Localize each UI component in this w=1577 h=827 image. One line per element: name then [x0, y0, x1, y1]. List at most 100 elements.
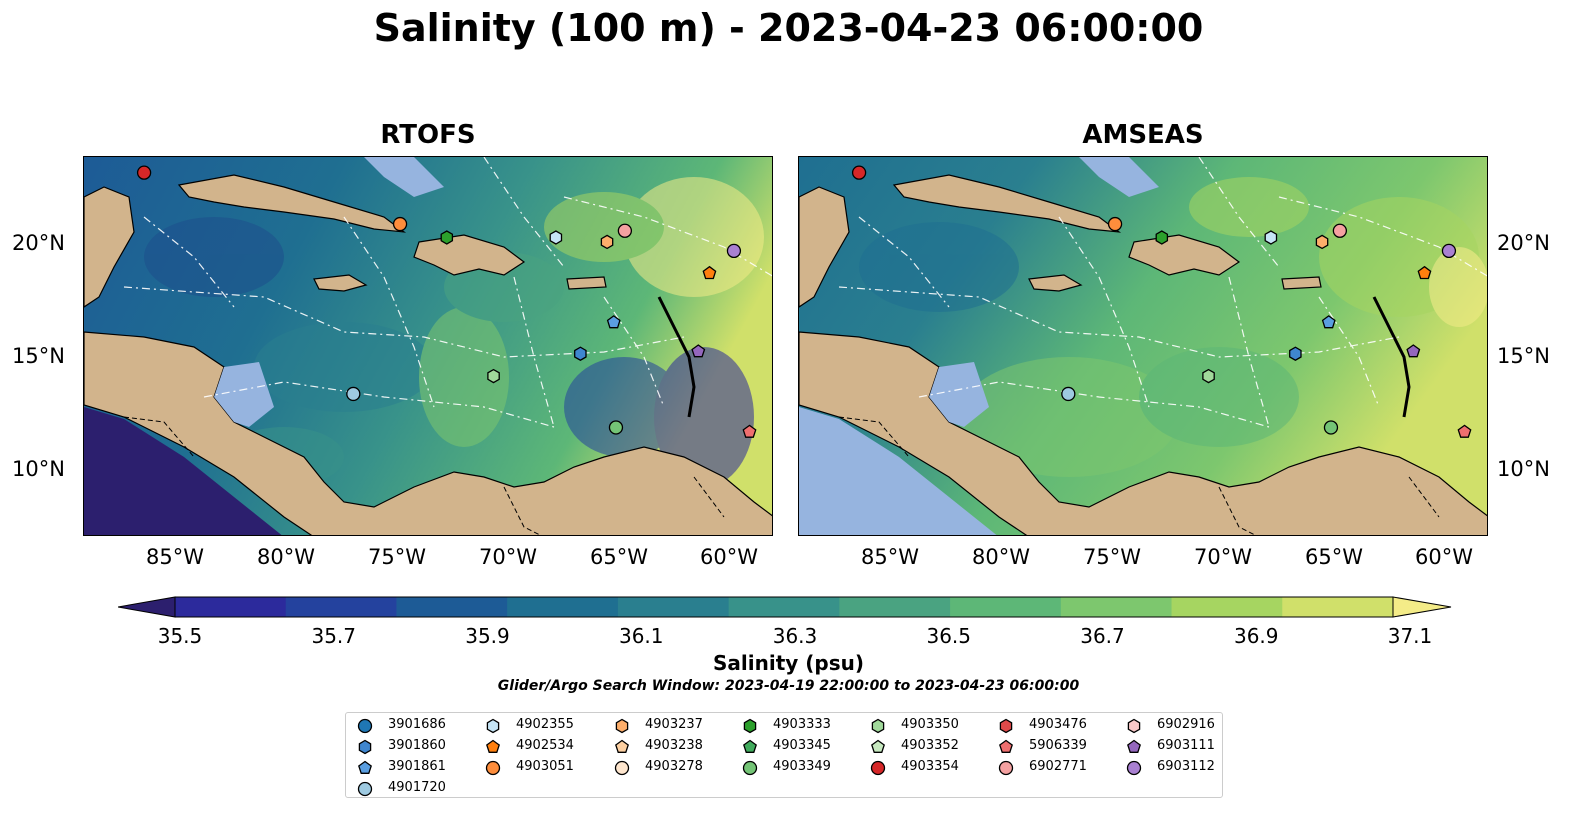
colorbar-segment: [285, 597, 397, 617]
y-tick-label-right: 10°N: [1497, 457, 1550, 481]
float-marker-4903349: [1323, 420, 1339, 435]
figure-title: Salinity (100 m) - 2023-04-23 06:00:00: [373, 6, 1204, 50]
y-tick-label-left: 10°N: [12, 457, 65, 481]
colorbar-tick-label: 37.1: [1387, 624, 1433, 648]
colorbar-segment: [1282, 597, 1394, 617]
legend-label: 3901860: [388, 738, 446, 753]
float-marker-4901720: [1061, 386, 1076, 402]
pacific-ocean: [799, 407, 997, 535]
float-marker-5906339: [1457, 424, 1472, 438]
map-panel-amseas: [798, 156, 1488, 536]
pentagon-marker-icon: [1127, 739, 1141, 753]
float-marker-4903333: [1155, 230, 1169, 245]
float-marker-4903051: [392, 216, 408, 232]
panel-title-amseas: AMSEAS: [1082, 120, 1204, 150]
float-marker-3901861: [606, 315, 621, 329]
lesser-antilles-land: [1372, 296, 1411, 418]
circle-marker-icon: [357, 781, 373, 797]
float-marker-4903237: [600, 234, 614, 250]
legend-label: 4903476: [1029, 717, 1087, 732]
legend-label: 4903349: [773, 759, 831, 774]
colorbar-segment: [396, 597, 508, 617]
float-marker-6903111: [1406, 344, 1421, 358]
legend-label: 4903352: [901, 738, 959, 753]
colorbar-extend-low: [117, 596, 176, 618]
legend-label: 4902534: [516, 738, 574, 753]
yucatan-land: [799, 186, 850, 308]
float-marker-4903354: [136, 165, 152, 180]
pentagon-marker-icon: [615, 739, 629, 753]
float-marker-4903051: [1107, 216, 1123, 232]
colorbar-tick-label: 36.9: [1233, 624, 1279, 648]
circle-marker-icon: [742, 760, 758, 776]
colorbar-frame: [174, 596, 1394, 618]
pentagon-marker-icon: [871, 739, 885, 753]
amseas-map-svg: [799, 157, 1487, 535]
puerto-rico-land: [1281, 276, 1322, 290]
colorbar-tick-label: 35.7: [311, 624, 357, 648]
legend-label: 3901861: [388, 759, 446, 774]
float-marker-4903333: [440, 230, 454, 245]
float-marker-3901860: [574, 346, 587, 361]
circle-marker-icon: [870, 760, 886, 776]
rtofs-float-markers: [136, 165, 757, 438]
float-marker-3901860: [1289, 346, 1302, 361]
cuba-land: [177, 174, 407, 233]
panel-title-rtofs: RTOFS: [380, 120, 476, 150]
legend-label: 4903278: [645, 759, 703, 774]
colorbar-tick-label: 35.5: [157, 624, 203, 648]
cuba-land: [892, 174, 1122, 233]
legend-label: 3901686: [388, 717, 446, 732]
colorbar-segment: [1171, 597, 1283, 617]
float-marker-4903237: [1315, 234, 1329, 250]
colorbar: [117, 596, 1452, 622]
hexagon-marker-icon: [358, 739, 372, 755]
legend-label: 6902771: [1029, 759, 1087, 774]
hexagon-marker-icon: [615, 718, 629, 734]
x-tick-label: 85°W: [861, 545, 919, 569]
float-marker-4902355: [549, 230, 563, 245]
colorbar-segment: [950, 597, 1062, 617]
circle-marker-icon: [357, 718, 373, 734]
legend-label: 4903345: [773, 738, 831, 753]
lesser-antilles-land: [657, 296, 696, 418]
float-marker-6903111: [691, 344, 706, 358]
hexagon-marker-icon: [871, 718, 885, 734]
yucatan-land: [84, 186, 135, 308]
jamaica-land: [1028, 274, 1083, 292]
legend-label: 4903237: [645, 717, 703, 732]
float-marker-4903354: [851, 165, 867, 180]
float-marker-4903350: [487, 368, 500, 384]
y-tick-label-left: 20°N: [12, 231, 65, 255]
colorbar-segment: [617, 597, 730, 617]
amseas-float-markers: [851, 165, 1472, 438]
nicaragua-shelf: [929, 362, 989, 427]
pacific-ocean: [84, 407, 282, 535]
x-tick-label: 65°W: [1305, 545, 1363, 569]
y-tick-label-left: 15°N: [12, 344, 65, 368]
float-marker-4901720: [346, 386, 361, 402]
legend-label: 4903333: [773, 717, 831, 732]
colorbar-extend-high: [1392, 596, 1452, 618]
circle-marker-icon: [614, 760, 630, 776]
eddy-texture: [859, 177, 1487, 477]
float-marker-4902534: [1417, 265, 1432, 280]
pentagon-marker-icon: [486, 739, 500, 753]
float-marker-6903112: [1441, 243, 1457, 259]
float-marker-4902355: [1264, 230, 1278, 245]
search-window-text: Glider/Argo Search Window: 2023-04-19 22…: [497, 678, 1080, 694]
legend-label: 6903111: [1157, 738, 1215, 753]
hexagon-marker-icon: [1127, 718, 1141, 734]
float-marker-6902771: [1332, 223, 1348, 238]
colorbar-segment: [1060, 597, 1173, 617]
bahamas-shelf: [364, 157, 444, 197]
rtofs-map-svg: [84, 157, 772, 535]
legend-label: 4903238: [645, 738, 703, 753]
country-borders: [838, 416, 1440, 535]
jamaica-land: [313, 274, 368, 292]
x-tick-label: 65°W: [590, 545, 648, 569]
x-tick-label: 75°W: [1083, 545, 1141, 569]
legend-label: 5906339: [1029, 738, 1087, 753]
country-borders: [123, 416, 725, 535]
x-tick-label: 80°W: [257, 545, 315, 569]
